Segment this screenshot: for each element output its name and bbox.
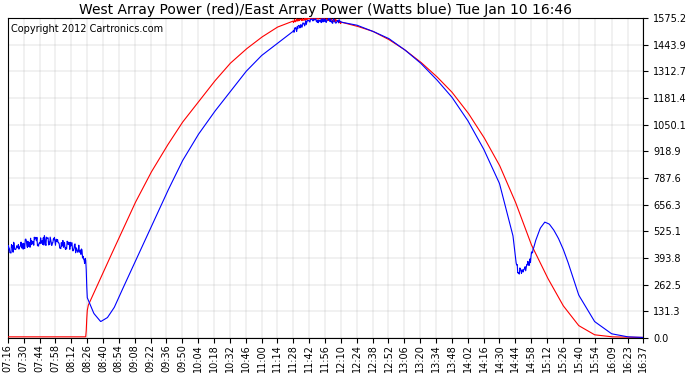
Text: Copyright 2012 Cartronics.com: Copyright 2012 Cartronics.com [11, 24, 163, 34]
Title: West Array Power (red)/East Array Power (Watts blue) Tue Jan 10 16:46: West Array Power (red)/East Array Power … [79, 3, 572, 17]
